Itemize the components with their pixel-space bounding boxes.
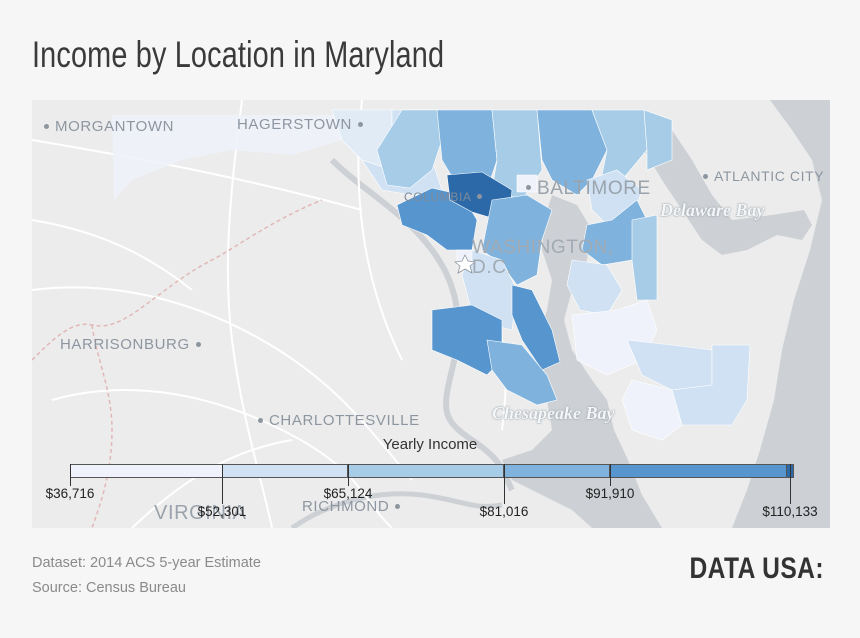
county-cecil xyxy=(643,109,673,171)
legend-break-label: $91,910 xyxy=(585,486,635,501)
place-hagerstown: HAGERSTOWN xyxy=(237,116,369,133)
place-charlottesville: CHARLOTTESVILLE xyxy=(252,412,420,429)
city-dot-icon xyxy=(703,173,708,179)
city-dot-icon xyxy=(526,185,531,191)
county-somerset xyxy=(621,379,683,441)
state-borders xyxy=(32,199,323,528)
datausa-logo[interactable]: DATA USA: xyxy=(689,552,824,585)
place-label: CHARLOTTESVILLE xyxy=(269,412,420,429)
county-calvert xyxy=(511,284,561,371)
legend-swatch-6 xyxy=(787,465,793,477)
county-baltimore-city xyxy=(516,174,538,193)
legend-tick xyxy=(348,464,349,486)
place-washington: WASHINGTON, D.C. xyxy=(472,238,642,278)
legend-swatch-5 xyxy=(609,465,787,477)
city-dot-icon xyxy=(477,194,483,200)
legend-swatch-2 xyxy=(222,465,349,477)
place-label: COLUMBIA xyxy=(404,190,472,204)
city-dot-icon xyxy=(258,417,263,423)
legend-tick xyxy=(790,464,791,504)
place-richmond: RICHMOND xyxy=(302,498,406,515)
city-dot-icon xyxy=(195,341,201,347)
place-label: HAGERSTOWN xyxy=(237,116,352,133)
place-baltimore: BALTIMORE xyxy=(520,178,651,200)
map[interactable]: MORGANTOWN HAGERSTOWN BALTIMORE ATLANTIC… xyxy=(32,100,830,528)
place-harrisonburg: HARRISONBURG xyxy=(60,336,207,353)
legend-color-scale xyxy=(70,464,794,478)
james-river xyxy=(290,491,503,528)
place-label: HARRISONBURG xyxy=(60,336,190,353)
legend-swatch-4 xyxy=(503,465,610,477)
water-chesapeake-bay: Chesapeake Bay xyxy=(492,403,615,423)
counties xyxy=(331,109,751,441)
source-note: Source: Census Bureau xyxy=(32,580,186,596)
place-virginia: VIRGINIA xyxy=(154,502,247,525)
legend-tick xyxy=(70,464,71,486)
city-dot-icon xyxy=(395,503,401,509)
legend-tick xyxy=(222,464,223,504)
place-label: WASHINGTON, D.C. xyxy=(472,237,614,278)
capital-star-icon xyxy=(454,254,476,274)
map-canvas[interactable] xyxy=(32,100,830,528)
legend-tick xyxy=(504,464,505,504)
place-label: MORGANTOWN xyxy=(55,118,175,135)
place-label: ATLANTIC CITY xyxy=(714,168,825,184)
page-title: Income by Location in Maryland xyxy=(32,34,445,75)
place-label: VIRGINIA xyxy=(154,502,247,524)
dataset-note: Dataset: 2014 ACS 5-year Estimate xyxy=(32,555,261,571)
chesapeake-bay-water xyxy=(502,195,662,528)
legend-tick xyxy=(610,464,611,486)
place-label: BALTIMORE xyxy=(537,178,651,199)
legend-break-label: $110,133 xyxy=(762,504,818,519)
legend-swatch-3 xyxy=(348,465,504,477)
delaware-bay-water xyxy=(644,110,812,255)
county-worcester xyxy=(671,344,751,426)
place-atlantic-city: ATLANTIC CITY xyxy=(697,168,824,184)
atlantic-ocean xyxy=(732,100,830,528)
legend-break-label: $52,301 xyxy=(197,504,247,519)
legend-break-label: $65,124 xyxy=(323,486,373,501)
city-dot-icon xyxy=(44,123,49,129)
water-delaware-bay: Delaware Bay xyxy=(660,200,765,220)
legend-title: Yearly Income xyxy=(382,436,478,453)
county-st-marys xyxy=(486,339,558,406)
city-dot-icon xyxy=(357,121,363,127)
legend-break-label: $81,016 xyxy=(479,504,529,519)
legend-swatch-1 xyxy=(71,465,223,477)
legend-break-label: $36,716 xyxy=(45,486,95,501)
place-label: RICHMOND xyxy=(302,498,390,515)
region-west-panhandle xyxy=(112,115,342,200)
place-morgantown: MORGANTOWN xyxy=(38,118,174,135)
place-columbia: COLUMBIA xyxy=(404,190,488,204)
